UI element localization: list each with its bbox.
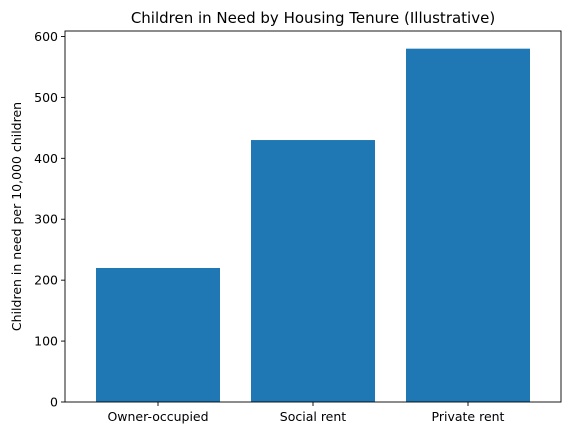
x-tick-label: Social rent [280, 409, 347, 424]
x-tick-label: Owner-occupied [107, 409, 208, 424]
x-tick-label: Private rent [432, 409, 505, 424]
chart-title: Children in Need by Housing Tenure (Illu… [131, 9, 495, 27]
y-tick-label: 0 [50, 395, 58, 410]
y-tick-label: 300 [34, 212, 58, 227]
y-tick-label: 100 [34, 334, 58, 349]
bars-group [96, 48, 530, 403]
bar-private-rent [406, 48, 530, 403]
y-tick-label: 400 [34, 151, 58, 166]
y-tick-label: 600 [34, 29, 58, 44]
bar-social-rent [251, 140, 375, 403]
bar-owner-occupied [96, 267, 220, 402]
y-tick-label: 500 [34, 90, 58, 105]
x-axis: Owner-occupied Social rent Private rent [107, 402, 505, 424]
y-tick-label: 200 [34, 273, 58, 288]
plot-frame [64, 30, 562, 403]
y-axis-label: Children in need per 10,000 children [9, 102, 24, 331]
y-axis: 0 100 200 300 400 500 600 [34, 29, 65, 410]
